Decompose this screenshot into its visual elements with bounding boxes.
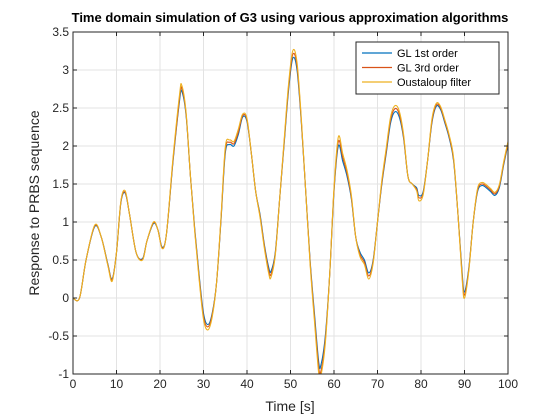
y-tick-label: 2.5 (52, 101, 69, 115)
series-group (73, 48, 508, 374)
x-tick-label: 0 (70, 377, 77, 391)
legend-label: Oustaloup filter (397, 77, 471, 89)
y-tick-label: 3 (62, 63, 69, 77)
chart-title: Time domain simulation of G3 using vario… (72, 10, 509, 25)
x-axis-label: Time [s] (265, 398, 314, 414)
y-tick-label: -0.5 (48, 329, 69, 343)
x-tick-label: 40 (240, 377, 254, 391)
x-tick-label: 10 (110, 377, 124, 391)
y-axis-label: Response to PRBS sequence (26, 110, 42, 295)
x-tick-label: 100 (498, 377, 518, 391)
axis-ticks: 0 10 20 30 40 50 60 70 80 90 100 -1 -0.5 0 0.5 1 1.5 2 2.5… (48, 25, 518, 391)
y-tick-label: -1 (58, 367, 69, 381)
x-tick-label: 90 (458, 377, 472, 391)
x-tick-label: 60 (327, 377, 341, 391)
x-tick-label: 70 (371, 377, 385, 391)
x-tick-label: 50 (284, 377, 298, 391)
legend-label: GL 1st order (397, 48, 458, 60)
series-line-oustaloup-filter (73, 48, 508, 374)
legend: GL 1st order GL 3rd order Oustaloup filter (355, 41, 500, 95)
x-tick-label: 20 (153, 377, 167, 391)
y-tick-label: 2 (62, 139, 69, 153)
y-tick-label: 0 (62, 291, 69, 305)
y-tick-label: 0.5 (52, 253, 69, 267)
x-tick-label: 80 (414, 377, 428, 391)
y-tick-label: 1 (62, 215, 69, 229)
legend-label: GL 3rd order (397, 63, 459, 75)
y-tick-label: 3.5 (52, 25, 69, 39)
x-tick-label: 30 (197, 377, 211, 391)
y-tick-label: 1.5 (52, 177, 69, 191)
